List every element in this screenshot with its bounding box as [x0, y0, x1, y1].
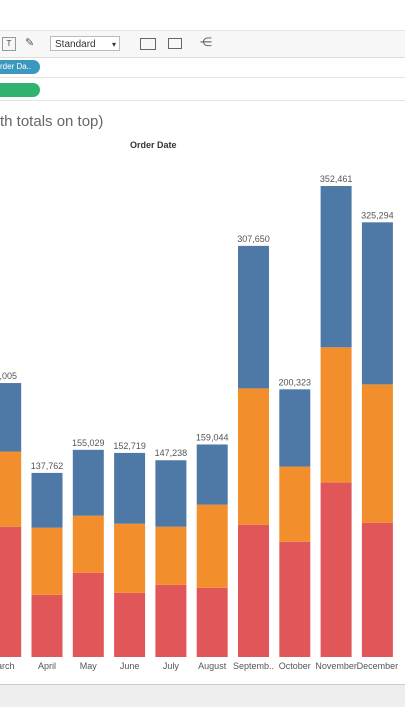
- bar-segment: [31, 594, 63, 657]
- x-tick-label: Septemb..: [233, 661, 274, 671]
- bar-segment: [238, 524, 269, 657]
- bar-segment: [196, 504, 228, 588]
- total-label: 352,461: [320, 174, 353, 184]
- chart-icon[interactable]: [140, 38, 156, 50]
- bar-segment: [196, 587, 228, 657]
- x-tick-label: July: [163, 661, 180, 671]
- total-label: 137,762: [31, 461, 64, 471]
- columns-shelf: rder Da..: [0, 57, 405, 78]
- total-label: 3,005: [0, 371, 17, 381]
- bar-segment: [361, 222, 393, 385]
- total-label: 200,323: [279, 377, 312, 387]
- bar-segment: [31, 527, 63, 595]
- total-label: 307,650: [237, 234, 270, 244]
- total-label: 147,238: [155, 448, 188, 458]
- share-icon[interactable]: ⋲: [200, 35, 212, 49]
- bar-segment: [361, 522, 393, 657]
- status-bar: [0, 684, 405, 707]
- columns-pill[interactable]: rder Da..: [0, 60, 40, 74]
- bar-segment: [320, 347, 352, 483]
- x-tick-label: May: [80, 661, 98, 671]
- bar-segment: [155, 584, 187, 657]
- bar-segment: [31, 472, 63, 528]
- x-tick-label: April: [38, 661, 56, 671]
- total-label: 152,719: [113, 441, 146, 451]
- format-button[interactable]: T: [2, 37, 16, 51]
- bar-segment: [0, 451, 22, 527]
- bar-segment: [238, 245, 269, 389]
- bar-segment: [361, 384, 393, 523]
- x-tick-label: December: [357, 661, 399, 671]
- bar-segment: [155, 460, 187, 527]
- sheet-title: th totals on top): [0, 113, 104, 130]
- bar-segment: [72, 572, 104, 657]
- column-header: Order Date: [130, 140, 177, 150]
- bar-segment: [279, 389, 311, 467]
- pin-icon[interactable]: ✎: [25, 37, 35, 49]
- x-tick-label: August: [198, 661, 227, 671]
- bar-segment: [155, 526, 187, 585]
- bar-segment: [320, 186, 352, 348]
- bar-segment: [238, 388, 269, 525]
- total-label: 159,044: [196, 432, 229, 442]
- bar-segment: [114, 452, 146, 524]
- toolbar: T ✎ Standard ⋲: [0, 30, 405, 58]
- present-icon[interactable]: [168, 38, 182, 49]
- bar-segment: [0, 383, 22, 452]
- x-tick-label: arch: [0, 661, 14, 671]
- bar-segment: [320, 482, 352, 657]
- bar-segment: [279, 541, 311, 657]
- total-label: 325,294: [361, 210, 394, 220]
- bar-segment: [72, 449, 104, 516]
- total-label: 155,029: [72, 438, 105, 448]
- bar-segment: [72, 515, 104, 573]
- bar-segment: [279, 466, 311, 542]
- x-tick-label: October: [279, 661, 311, 671]
- bar-segment: [114, 592, 146, 657]
- x-tick-label: November: [315, 661, 357, 671]
- rows-pill[interactable]: [0, 83, 40, 97]
- bar-segment: [0, 526, 22, 657]
- rows-shelf: [0, 80, 405, 101]
- bar-segment: [196, 444, 228, 505]
- bar-segment: [114, 523, 146, 593]
- chart: 3,005 arch 137,762 April 155,029 May 152,719 Ju…: [0, 174, 399, 671]
- x-tick-label: June: [120, 661, 140, 671]
- marks-dropdown[interactable]: Standard: [50, 36, 120, 52]
